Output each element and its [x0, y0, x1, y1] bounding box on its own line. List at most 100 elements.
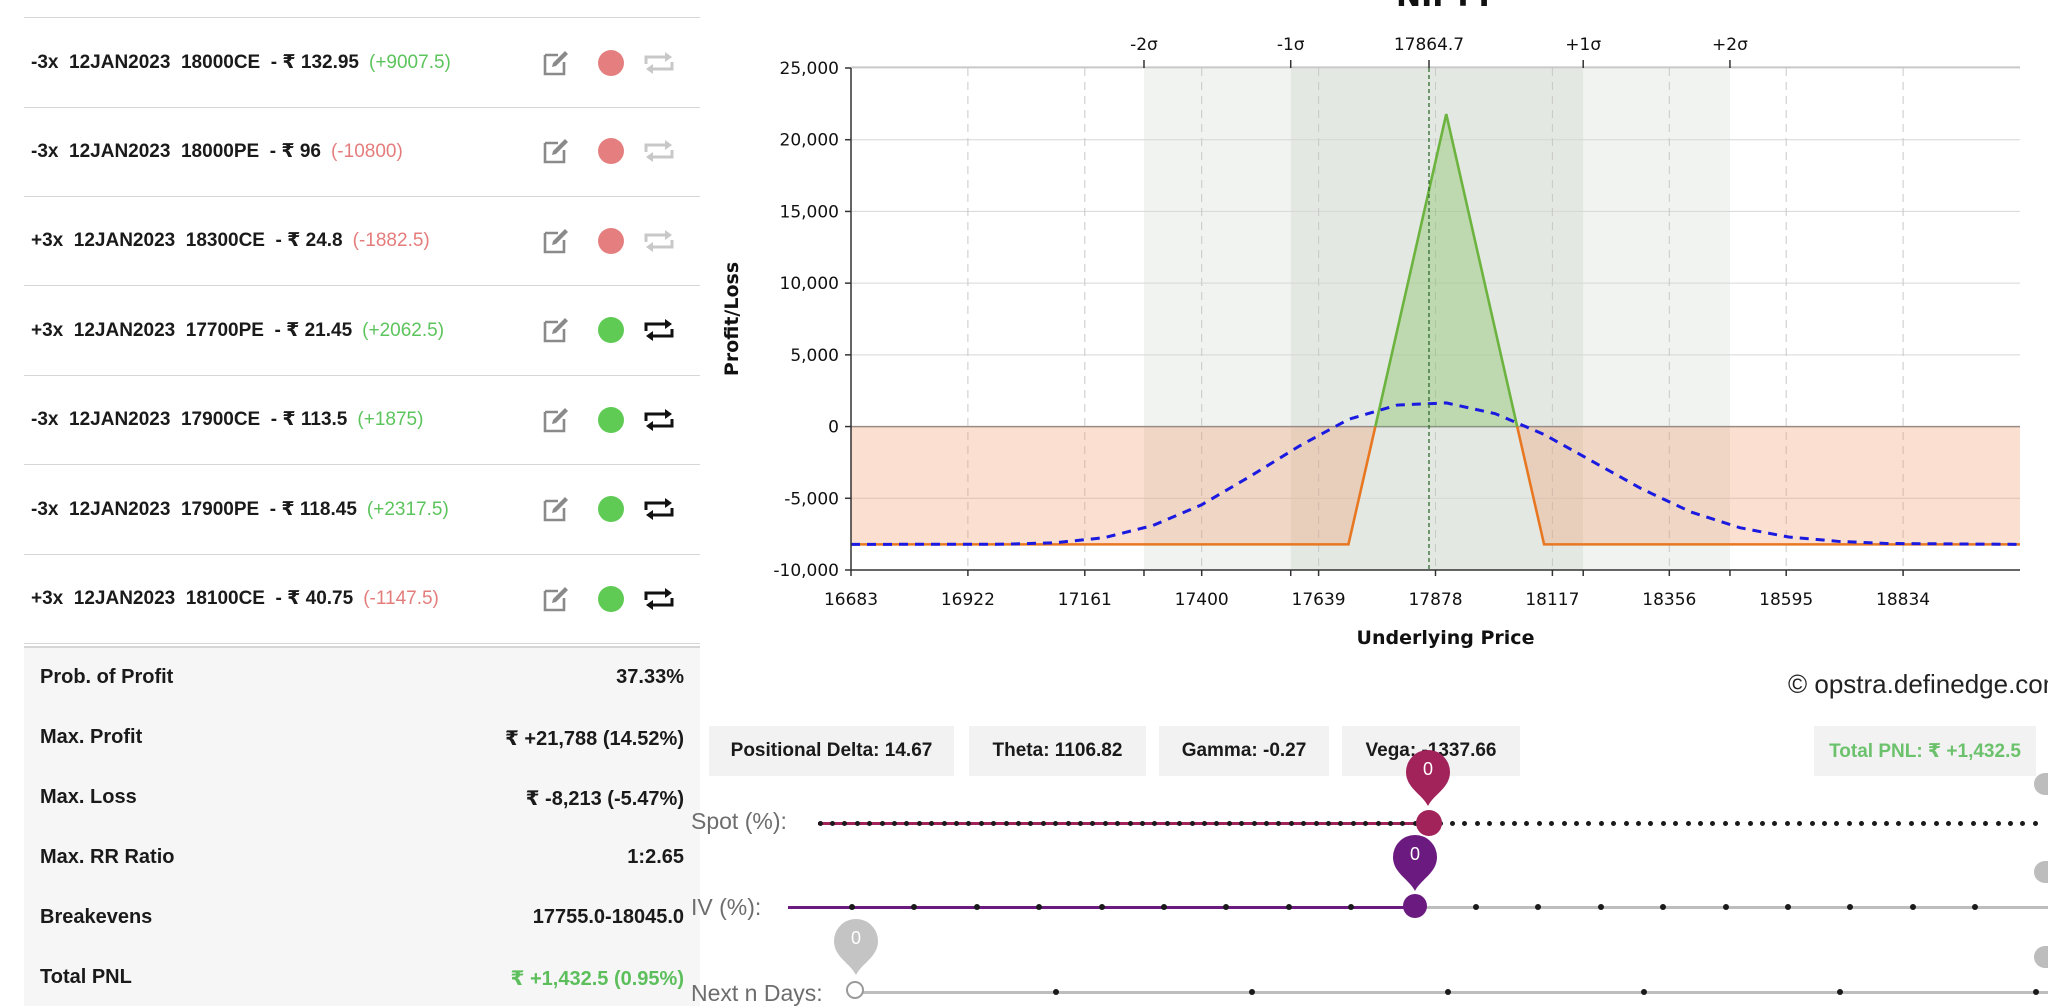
- x-tick-label: 17639: [1292, 590, 1346, 610]
- y-tick-label: 20,000: [780, 131, 839, 151]
- iv-tick-dot: [1785, 904, 1791, 910]
- loss-area: [1517, 426, 2020, 545]
- x-tick-label: 17878: [1408, 590, 1462, 610]
- spot-tick-dot: [1549, 820, 1555, 826]
- y-axis-title: Profit/Loss: [721, 262, 743, 376]
- spot-tick-dot: [879, 820, 885, 826]
- iv-tick-dot: [1036, 904, 1043, 910]
- position-status-indicator[interactable]: [598, 585, 624, 612]
- position-row: -3x 12JAN2023 17900PE - ₹ 118.45 (+2317.5…: [24, 465, 700, 555]
- spot-tick-dot: [916, 820, 922, 826]
- iv-track: [1416, 906, 2048, 909]
- y-tick-label: -10,000: [773, 561, 839, 581]
- edit-icon[interactable]: [541, 48, 571, 78]
- repeat-icon[interactable]: [641, 226, 677, 256]
- spot-tick-dot: [891, 820, 897, 826]
- repeat-icon[interactable]: [641, 405, 677, 435]
- iv-tick-dot: [1535, 904, 1542, 910]
- spot-slider-handle[interactable]: [1416, 810, 1442, 836]
- strategy-stats: Prob. of Profit 37.33% Max. Profit ₹ +21…: [24, 646, 700, 1006]
- sigma-label: 17864.7: [1394, 35, 1464, 55]
- days-track: [856, 991, 2048, 994]
- position-row: +3x 12JAN2023 18100CE - ₹ 40.75 (-1147.5): [24, 554, 700, 644]
- spot-slider-label: Spot (%):: [691, 808, 787, 834]
- spot-tick-dot: [1152, 820, 1158, 826]
- repeat-icon[interactable]: [641, 136, 677, 166]
- spot-tick-dot: [1028, 820, 1034, 826]
- edit-icon[interactable]: [541, 405, 571, 435]
- spot-tick-dot: [1462, 820, 1468, 826]
- spot-tick-dot: [1065, 820, 1071, 826]
- spot-scroll-knob[interactable]: [2034, 773, 2048, 795]
- position-status-indicator[interactable]: [598, 49, 624, 76]
- position-status-indicator[interactable]: [598, 227, 624, 254]
- iv-tick-dot: [1972, 904, 1979, 910]
- spot-tick-dot: [1648, 820, 1654, 826]
- stat-value: 37.33%: [616, 666, 684, 688]
- position-status-indicator[interactable]: [598, 317, 624, 343]
- position-status-indicator[interactable]: [598, 496, 624, 522]
- spot-tick-dot: [1945, 820, 1951, 826]
- spot-tick-dot: [1896, 820, 1902, 826]
- iv-slider-handle[interactable]: [1403, 894, 1427, 918]
- stat-value: 17755.0-18045.0: [532, 906, 684, 928]
- payoff-line-profit: [1374, 113, 1519, 427]
- y-tick-label: 5,000: [790, 346, 839, 366]
- y-tick-label: 0: [828, 418, 839, 438]
- spot-tick-dot: [1276, 820, 1282, 826]
- spot-tick-dot: [1239, 820, 1245, 826]
- spot-tick-dot: [854, 820, 860, 826]
- iv-tick-dot: [1098, 904, 1105, 910]
- iv-tick-dot: [1722, 904, 1729, 910]
- spot-tick-dot: [1177, 820, 1183, 826]
- position-details: -3x 12JAN2023 17900PE - ₹ 118.45 (+2317.5…: [31, 498, 449, 521]
- iv-tick-dot: [1285, 904, 1292, 910]
- spot-tick-dot: [867, 820, 873, 826]
- spot-tick-dot: [1660, 820, 1666, 826]
- spot-tick-dot: [1908, 820, 1914, 826]
- days-slider-handle[interactable]: [846, 981, 864, 999]
- stat-total-pnl: Total PNL ₹ +1,432.5 (0.95%): [24, 948, 700, 1008]
- iv-value: 0: [1409, 844, 1420, 864]
- stat-label: Max. Loss: [40, 786, 137, 808]
- position-label: -3x 12JAN2023 18000CE - ₹ 132.95: [31, 52, 359, 73]
- spot-tick-dot: [1710, 820, 1716, 826]
- repeat-icon[interactable]: [641, 315, 677, 345]
- spot-tick-dot: [1251, 820, 1257, 826]
- iv-tick-dot: [911, 904, 918, 910]
- days-slider[interactable]: [846, 980, 2048, 1004]
- spot-tick-dot: [2007, 820, 2013, 826]
- repeat-icon[interactable]: [641, 494, 677, 524]
- x-tick-label: 18356: [1642, 590, 1696, 610]
- position-details: +3x 12JAN2023 18300CE - ₹ 24.8 (-1882.5): [31, 229, 430, 252]
- spot-tick-dot: [1201, 820, 1207, 826]
- spot-tick-dot: [1474, 820, 1480, 826]
- spot-tick-dot: [842, 820, 848, 826]
- position-status-indicator[interactable]: [598, 406, 624, 433]
- spot-tick-dot: [1586, 820, 1592, 826]
- spot-tick-dot: [978, 820, 984, 826]
- stat-label: Total PNL: [40, 966, 132, 988]
- x-tick-label: 16683: [824, 590, 878, 610]
- spot-tick-dot: [1090, 820, 1096, 826]
- edit-icon[interactable]: [541, 494, 571, 524]
- edit-icon[interactable]: [541, 315, 571, 345]
- position-pnl: (+2062.5): [362, 319, 445, 341]
- spot-tick-dot: [1697, 820, 1703, 826]
- repeat-icon[interactable]: [641, 584, 677, 614]
- edit-icon[interactable]: [541, 584, 571, 614]
- edit-icon[interactable]: [541, 136, 571, 166]
- positional-delta: Positional Delta: 14.67: [709, 726, 954, 776]
- edit-icon[interactable]: [541, 226, 571, 256]
- position-status-indicator[interactable]: [598, 138, 624, 164]
- spot-tick-dot: [1759, 820, 1765, 826]
- x-axis-title: Underlying Price: [1357, 627, 1535, 649]
- iv-scroll-knob[interactable]: [2034, 861, 2048, 883]
- payoff-chart: -10,000 -5,000 0 5,000 10,000 15,000 20,000 25,…: [721, 0, 2021, 649]
- sigma-label: +1σ: [1565, 35, 1601, 55]
- spot-slider[interactable]: [816, 810, 2048, 840]
- position-row: +3x 12JAN2023 18300CE - ₹ 24.8 (-1882.5): [24, 196, 700, 286]
- iv-value-pin: [1393, 835, 1437, 891]
- days-scroll-knob[interactable]: [2034, 946, 2048, 968]
- repeat-icon[interactable]: [641, 48, 677, 78]
